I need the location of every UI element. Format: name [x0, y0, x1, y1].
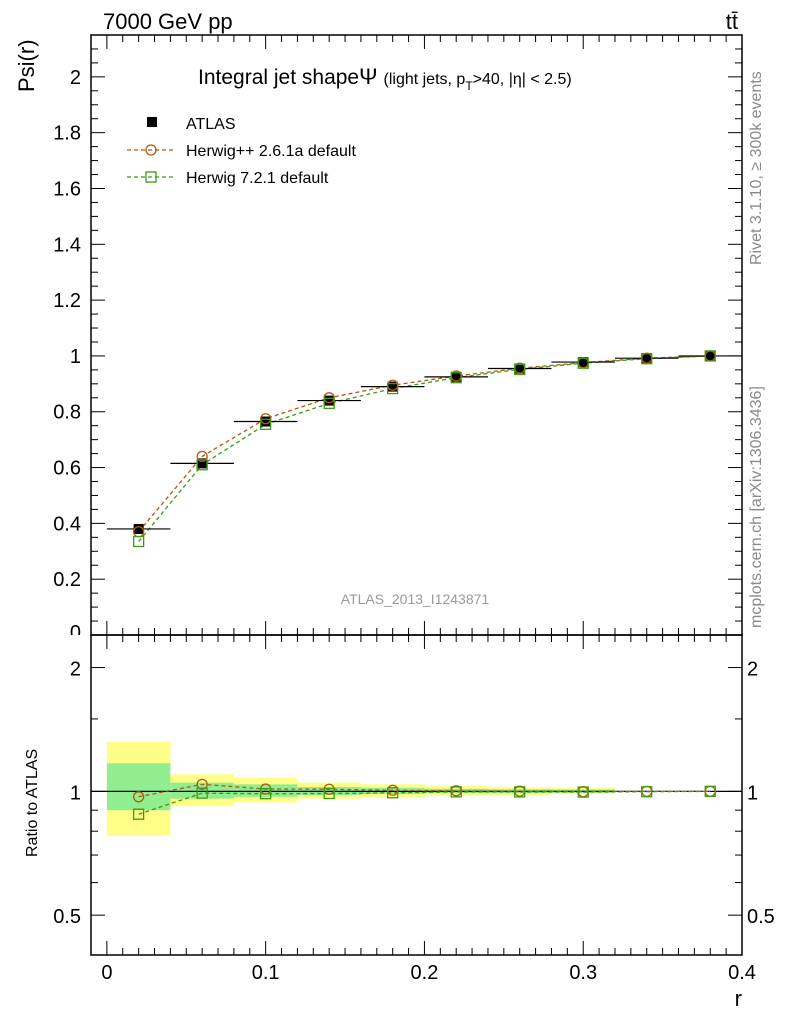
- y-tick-label: 1: [70, 346, 81, 368]
- header-energy: 7000 GeV pp: [103, 9, 233, 34]
- title-subtitle-end: >40, |η| < 2.5): [473, 71, 572, 88]
- ratio-band-inner: [170, 782, 234, 799]
- ratio-y-tick-label: 0.5: [53, 906, 81, 928]
- ratio-axis-ticks: 0.5 0.5 1 1 2 2: [53, 635, 775, 955]
- herwig7-point: [704, 350, 716, 362]
- plot-title: Integral jet shapeΨ (light jets, pT>40, |…: [198, 64, 572, 93]
- herwig7-point: [641, 353, 653, 365]
- legend-marker-atlas: [147, 117, 157, 127]
- y-tick-label: 0.4: [53, 513, 81, 535]
- y-tick-label-cut: 0: [70, 622, 81, 644]
- y-tick-label: 1.2: [53, 290, 81, 312]
- title-subtitle: (light jets, p: [384, 71, 466, 88]
- data-point: [641, 353, 652, 364]
- ratio-uncertainty-bands: [106, 741, 615, 836]
- ratio-plot: 0.5 0.5 1 1 2 2: [53, 634, 775, 956]
- ratio-y-tick-label-right: 1: [747, 782, 758, 804]
- legend-label-herwig7: Herwig 7.2.1 default: [186, 170, 329, 187]
- ratio-series-points: [132, 778, 716, 820]
- legend-marker-herwig7: [145, 171, 157, 183]
- y-tick-label: 2: [70, 67, 81, 89]
- ratio-y-tick-label-right: 0.5: [747, 906, 775, 928]
- data-point: [514, 363, 525, 374]
- ratio-herwig7-point: [323, 787, 335, 800]
- herwig7-point: [450, 372, 462, 384]
- herwig7-point: [514, 363, 526, 375]
- data-point: [197, 458, 208, 469]
- herwig7-point: [132, 535, 145, 548]
- ratio-herwig7-point: [450, 786, 462, 798]
- y-tick-label: 0.2: [53, 569, 81, 591]
- title-subscript: T: [465, 79, 473, 93]
- y-tick-label: 1.6: [53, 178, 81, 200]
- ratio-y-tick-label-right: 2: [747, 659, 758, 681]
- y-axis-label: Psi(r): [14, 39, 39, 92]
- x-tick-label: 0.2: [411, 962, 439, 984]
- herwig7-point: [577, 357, 589, 369]
- data-point: [324, 395, 335, 406]
- data-point: [705, 350, 716, 361]
- main-axis-ticks: 0.2 0.4 0.6 0.8 1 1.2 1.4 1.6 1.8 2 0: [53, 35, 743, 649]
- x-axis-label: r: [735, 986, 742, 1011]
- ratio-y-tick-label: 1: [70, 782, 81, 804]
- header-process: tt̄: [726, 9, 738, 34]
- data-point: [260, 416, 271, 427]
- main-series-lines: [138, 355, 711, 542]
- legend-marker-herwigpp: [145, 144, 157, 156]
- mcplots-label: mcplots.cern.ch [arXiv:1306.3436]: [748, 386, 765, 628]
- data-point: [133, 523, 144, 534]
- tick-label-mask: [61, 635, 90, 649]
- data-point: [387, 381, 398, 392]
- ratio-band-inner: [233, 784, 298, 797]
- herwigpp-point: [196, 450, 208, 463]
- ratio-series-line: [138, 790, 711, 815]
- y-tick-label: 0.6: [53, 458, 81, 480]
- ratio-herwig7-point: [641, 786, 653, 798]
- legend: ATLAS Herwig++ 2.6.1a default Herwig 7.2…: [127, 116, 356, 187]
- ratio-band-inner: [106, 763, 171, 811]
- x-axis-tick-labels: 0 0.1 0.2 0.3 0.4: [101, 962, 756, 984]
- ratio-y-tick-label: 2: [70, 659, 81, 681]
- ratio-series-lines: [138, 783, 711, 815]
- main-series-points: [106, 350, 742, 548]
- legend-label-atlas: ATLAS: [186, 116, 236, 133]
- data-point: [578, 357, 589, 368]
- y-tick-label: 1.8: [53, 123, 81, 145]
- legend-label-herwigpp: Herwig++ 2.6.1a default: [186, 143, 356, 160]
- ratio-herwig7-point: [577, 786, 589, 798]
- herwig7-point: [196, 459, 208, 471]
- x-tick-label: 0.1: [252, 962, 280, 984]
- ratio-herwig7-point: [132, 808, 145, 820]
- ratio-herwig7-point: [260, 788, 272, 800]
- ratio-herwigpp-point: [132, 791, 145, 803]
- rivet-version-label: Rivet 3.1.10, ≥ 300k events: [748, 71, 765, 265]
- y-tick-label: 0.8: [53, 402, 81, 424]
- analysis-watermark: ATLAS_2013_I1243871: [341, 591, 490, 607]
- series-line: [138, 355, 711, 542]
- ratio-plot-frame: [90, 634, 743, 956]
- title-symbol: Ψ: [359, 64, 377, 89]
- ratio-herwigpp-point: [196, 778, 208, 791]
- herwig7-point: [260, 418, 272, 430]
- ratio-herwig7-point: [387, 787, 399, 799]
- herwig7-point: [387, 382, 399, 395]
- ratio-herwig7-point: [514, 786, 526, 798]
- main-plot: 0.2 0.4 0.6 0.8 1 1.2 1.4 1.6 1.8 2 0: [53, 34, 743, 649]
- title-main: Integral jet shape: [198, 66, 359, 89]
- ratio-herwig7-point: [196, 787, 208, 799]
- y-tick-label: 1.4: [53, 234, 81, 256]
- x-tick-label: 0.3: [569, 962, 597, 984]
- x-tick-label: 0.4: [728, 962, 756, 984]
- ratio-herwig7-point: [704, 785, 716, 798]
- ratio-y-axis-label: Ratio to ATLAS: [24, 749, 41, 857]
- data-point: [451, 371, 462, 382]
- x-tick-label: 0: [101, 962, 112, 984]
- herwig7-point: [323, 397, 335, 410]
- series-line: [138, 355, 711, 533]
